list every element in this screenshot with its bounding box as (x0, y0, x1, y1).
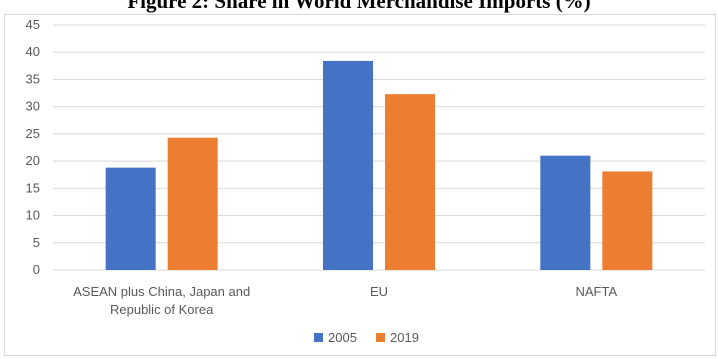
bar-2005-1 (323, 60, 373, 270)
bar-2019-1 (385, 94, 435, 271)
bar-2019-2 (602, 171, 653, 270)
y-tick-label: 35 (26, 71, 40, 86)
y-tick-label: 5 (33, 235, 40, 250)
legend-label: 2019 (390, 330, 419, 345)
legend-swatch-2019 (376, 333, 385, 342)
y-tick-label: 15 (26, 180, 40, 195)
x-category-label: ASEAN plus China, Japan and Republic of K… (73, 284, 250, 317)
legend-label: 2005 (328, 330, 357, 345)
y-tick-label: 10 (26, 208, 40, 223)
x-category-label: EU (370, 284, 388, 299)
x-category-label: NAFTA (576, 284, 618, 299)
chart-title: Figure 2: Share in World Merchandise Imp… (127, 0, 591, 13)
bar-2005-0 (105, 167, 156, 270)
y-tick-label: 40 (26, 44, 40, 59)
y-tick-label: 45 (26, 17, 40, 32)
legend-swatch-2005 (314, 333, 323, 342)
bar-2005-2 (540, 155, 591, 270)
y-tick-label: 0 (33, 262, 40, 277)
bar-2019-0 (167, 137, 218, 270)
y-tick-label: 20 (26, 153, 40, 168)
y-tick-label: 25 (26, 126, 40, 141)
y-tick-label: 30 (26, 99, 40, 114)
